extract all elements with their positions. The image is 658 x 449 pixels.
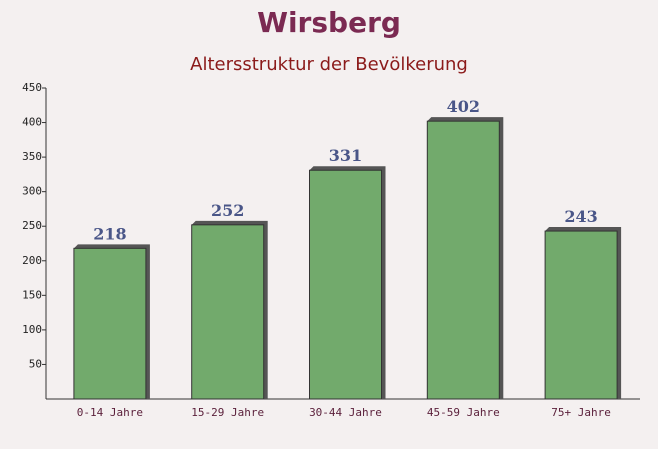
bar <box>426 120 500 400</box>
value-label: 331 <box>329 146 362 165</box>
y-tick-label: 200 <box>22 254 42 267</box>
value-label: 402 <box>447 97 480 116</box>
bar <box>544 230 618 400</box>
x-tick-label: 45-59 Jahre <box>427 406 500 419</box>
x-tick-label: 75+ Jahre <box>551 406 611 419</box>
value-label: 243 <box>564 207 597 226</box>
x-tick-label: 0-14 Jahre <box>77 406 143 419</box>
value-label: 252 <box>211 201 244 220</box>
x-tick-label: 15-29 Jahre <box>191 406 264 419</box>
y-tick-label: 400 <box>22 116 42 129</box>
value-label: 218 <box>93 224 126 243</box>
y-tick-label: 450 <box>22 81 42 94</box>
y-tick-label: 50 <box>29 357 42 370</box>
y-tick-label: 250 <box>22 219 42 232</box>
bar <box>191 224 265 400</box>
x-tick-label: 30-44 Jahre <box>309 406 382 419</box>
y-tick-label: 300 <box>22 185 42 198</box>
y-tick-label: 100 <box>22 323 42 336</box>
chart-subtitle: Altersstruktur der Bevölkerung <box>190 54 468 75</box>
chart-title: Wirsberg <box>257 6 401 39</box>
y-tick-label: 150 <box>22 288 42 301</box>
bar <box>309 169 382 400</box>
y-tick-label: 350 <box>22 150 42 163</box>
bar <box>73 247 147 400</box>
